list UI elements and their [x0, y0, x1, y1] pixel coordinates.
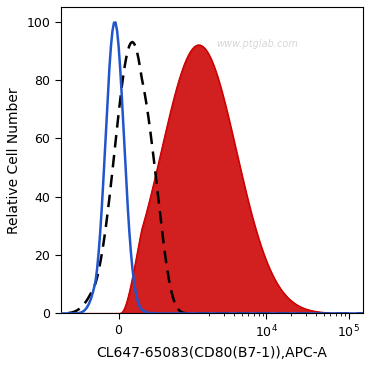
Y-axis label: Relative Cell Number: Relative Cell Number [7, 87, 21, 233]
Text: www.ptglab.com: www.ptglab.com [216, 39, 298, 49]
X-axis label: CL647-65083(CD80(B7-1)),APC-A: CL647-65083(CD80(B7-1)),APC-A [97, 346, 327, 360]
